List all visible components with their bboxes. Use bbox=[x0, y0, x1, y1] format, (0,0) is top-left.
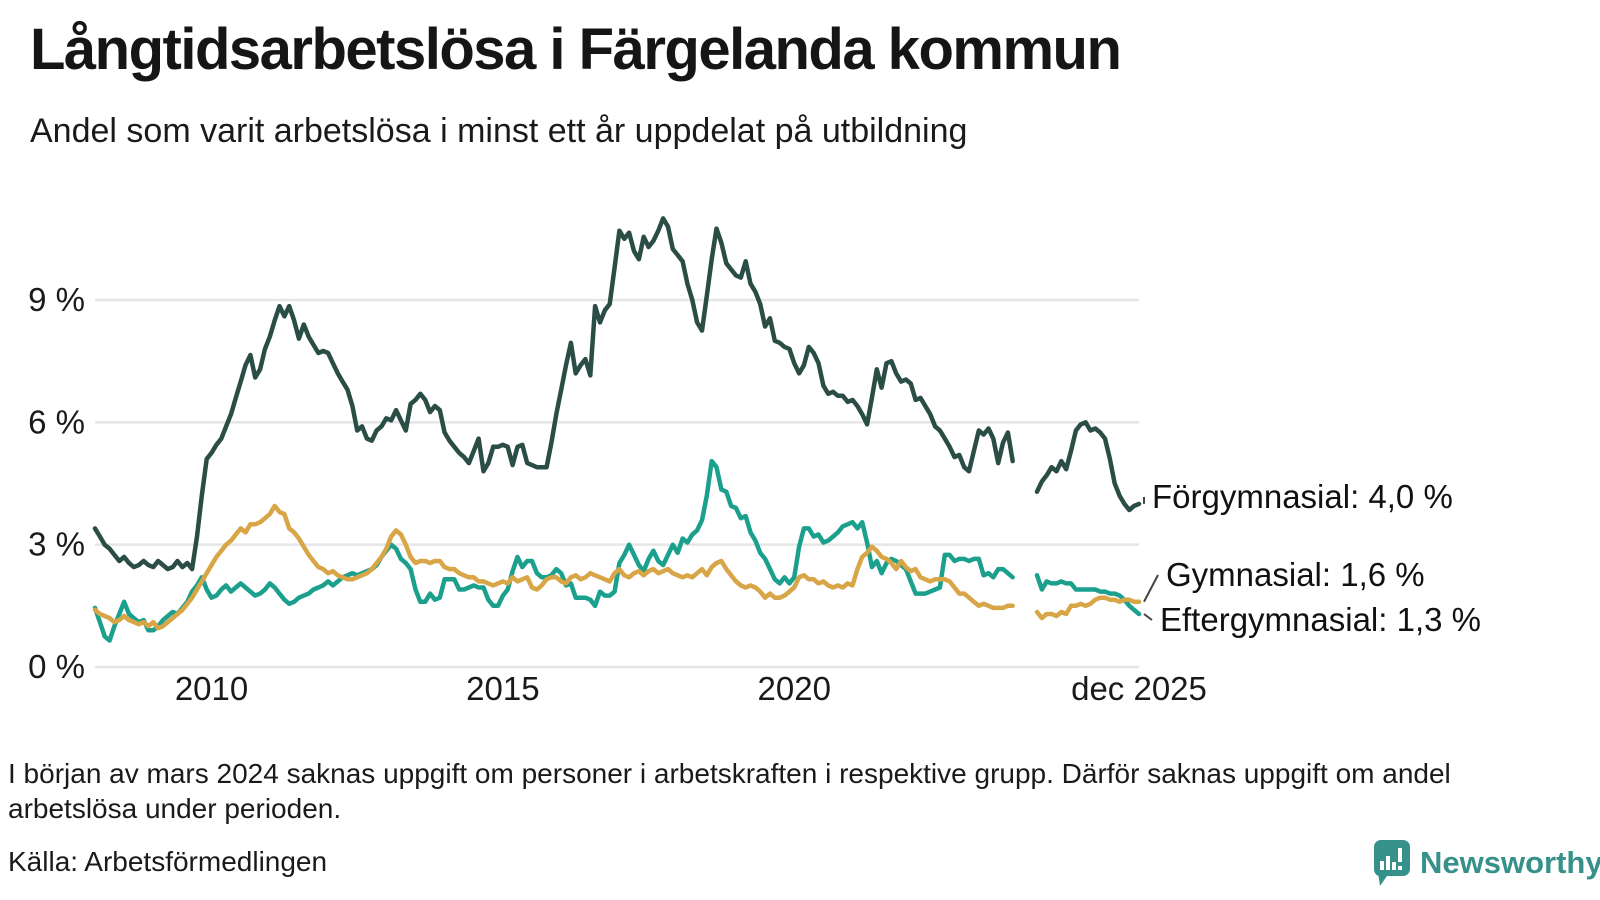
chart-subtitle: Andel som varit arbetslösa i minst ett å… bbox=[30, 112, 968, 150]
newsworthy-logo-icon bbox=[1374, 840, 1410, 886]
chart-footnote: I början av mars 2024 saknas uppgift om … bbox=[8, 758, 1451, 824]
newsworthy-logo-text: Newsworthy bbox=[1420, 845, 1600, 880]
y-axis-label-0: 0 % bbox=[28, 648, 85, 685]
y-axis-label-3: 3 % bbox=[28, 526, 85, 563]
series-line-eftergymnasial bbox=[92, 458, 1142, 643]
series-line-forgymnasial bbox=[92, 216, 1142, 572]
x-axis-label-dec-2025: dec 2025 bbox=[1071, 670, 1207, 707]
line-chart: 0 % 3 % 6 % 9 % 2010 2015 2020 dec 2025 Förgymna… bbox=[28, 216, 1481, 707]
annotation-connector-gymnasial bbox=[1143, 574, 1159, 603]
series-end-label-eftergymnasial: Eftergymnasial: 1,3 % bbox=[1160, 601, 1481, 638]
x-axis-label-2020: 2020 bbox=[758, 670, 831, 707]
x-axis-label-2015: 2015 bbox=[466, 670, 539, 707]
y-axis-label-9: 9 % bbox=[28, 281, 85, 318]
annotation-connector-eftergymnasial bbox=[1143, 613, 1153, 621]
y-axis-label-6: 6 % bbox=[28, 403, 85, 440]
source-label: Källa: Arbetsförmedlingen bbox=[8, 846, 328, 877]
x-axis-label-2010: 2010 bbox=[175, 670, 248, 707]
series-line-gymnasial bbox=[92, 503, 1142, 631]
newsworthy-logo: Newsworthy bbox=[1372, 838, 1600, 888]
series-end-label-gymnasial: Gymnasial: 1,6 % bbox=[1166, 556, 1425, 593]
page-title: Långtidsarbetslösa i Färgelanda kommun bbox=[30, 17, 1122, 82]
series-end-label-forgymnasial: Förgymnasial: 4,0 % bbox=[1152, 478, 1453, 515]
